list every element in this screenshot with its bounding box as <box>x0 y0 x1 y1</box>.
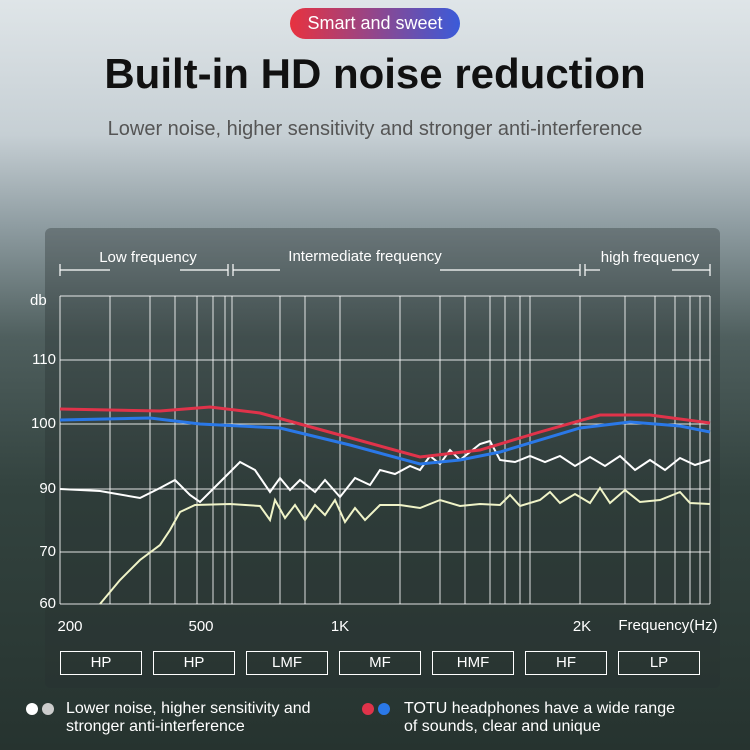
legend-dot <box>378 703 390 715</box>
y-tick-label: 60 <box>39 595 56 612</box>
grid <box>59 295 711 605</box>
y-tick-label: 90 <box>39 480 56 497</box>
band-label: Low frequency <box>99 249 197 266</box>
curve-red <box>59 405 711 459</box>
y-tick-label: 100 <box>31 415 56 432</box>
x-tick-label: 200 <box>57 618 82 635</box>
filter-box: HP <box>60 651 142 675</box>
x-tick-label: 1K <box>331 618 349 635</box>
filter-box: LMF <box>246 651 328 675</box>
y-tick-label: 110 <box>32 351 56 368</box>
legend-dot <box>362 703 374 715</box>
legend-dot <box>26 703 38 715</box>
filter-box: LP <box>618 651 700 675</box>
subtitle: Lower noise, higher sensitivity and stro… <box>107 118 643 140</box>
chart-panel <box>45 228 720 688</box>
x-axis-label: Frequency(Hz) <box>618 617 717 634</box>
x-tick-label: 500 <box>188 618 213 635</box>
badge: Smart and sweet <box>290 8 460 39</box>
filter-box: HMF <box>432 651 514 675</box>
band-label: Intermediate frequency <box>288 248 442 265</box>
y-axis-label: db <box>30 292 47 309</box>
curve-white <box>59 439 711 504</box>
y-tick-label: 70 <box>39 543 56 560</box>
legend-dot <box>42 703 54 715</box>
band-label: high frequency <box>601 249 700 266</box>
filter-box: MF <box>339 651 421 675</box>
curve-green <box>99 486 711 605</box>
curve-blue <box>59 416 711 466</box>
filter-box: HP <box>153 651 235 675</box>
band-brackets <box>59 264 711 276</box>
legend-text: TOTU headphones have a wide range of sou… <box>404 700 675 735</box>
title: Built-in HD noise reduction <box>104 50 646 97</box>
legend-text: Lower noise, higher sensitivity and stro… <box>66 700 311 735</box>
x-tick-label: 2K <box>573 618 591 635</box>
filter-box: HF <box>525 651 607 675</box>
